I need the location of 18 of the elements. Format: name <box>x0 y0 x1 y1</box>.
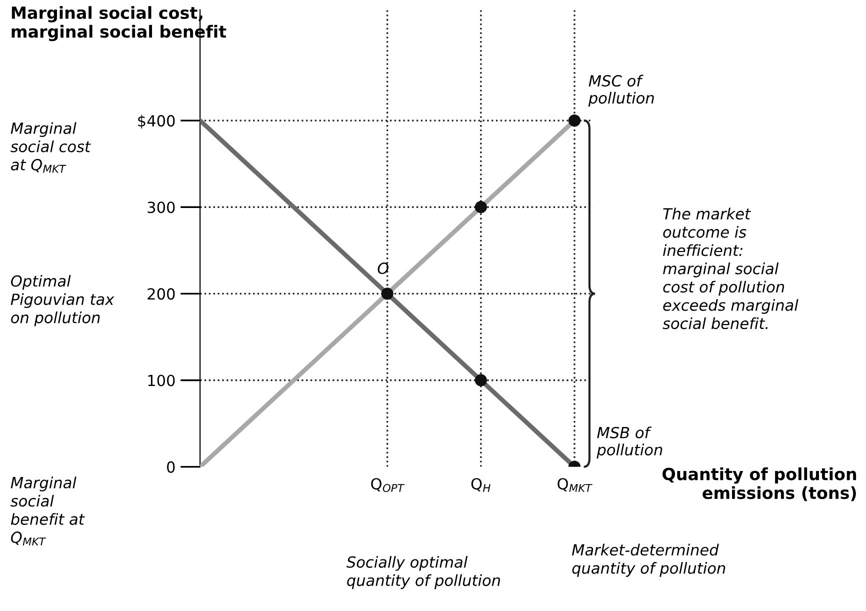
y-tick-label: 100 <box>148 374 175 386</box>
annotation: O <box>378 262 389 274</box>
text: Marginal social benefit at Q$_{MKT}$ <box>10 476 85 546</box>
x-tick-label: Q$_{MKT}$ <box>558 478 592 492</box>
annotation: MSC of pollution <box>588 74 654 107</box>
text: Marginal social cost at Q$_{MKT}$ <box>10 122 91 173</box>
x-tick-label: Q$_{OPT}$ <box>371 478 405 492</box>
y-tick-label: 0 <box>167 461 175 473</box>
y-tick-label: $400 <box>138 114 175 129</box>
text: Market-determined quantity of pollution <box>572 544 726 577</box>
y-tick-label: 300 <box>148 202 175 214</box>
annotation: MSB of pollution <box>596 426 662 458</box>
text: The market outcome is inefficient: marginal social cost of pollution exceeds marginal social benefit. <box>662 208 798 330</box>
x-tick-label: Q$_{H}$ <box>471 478 490 492</box>
text: Socially optimal quantity of pollution <box>346 556 500 590</box>
y-tick-label: 200 <box>148 288 175 300</box>
x-axis-title: Quantity of pollution emissions (tons) <box>662 467 856 502</box>
text: Optimal Pigouvian tax on pollution <box>10 274 114 326</box>
